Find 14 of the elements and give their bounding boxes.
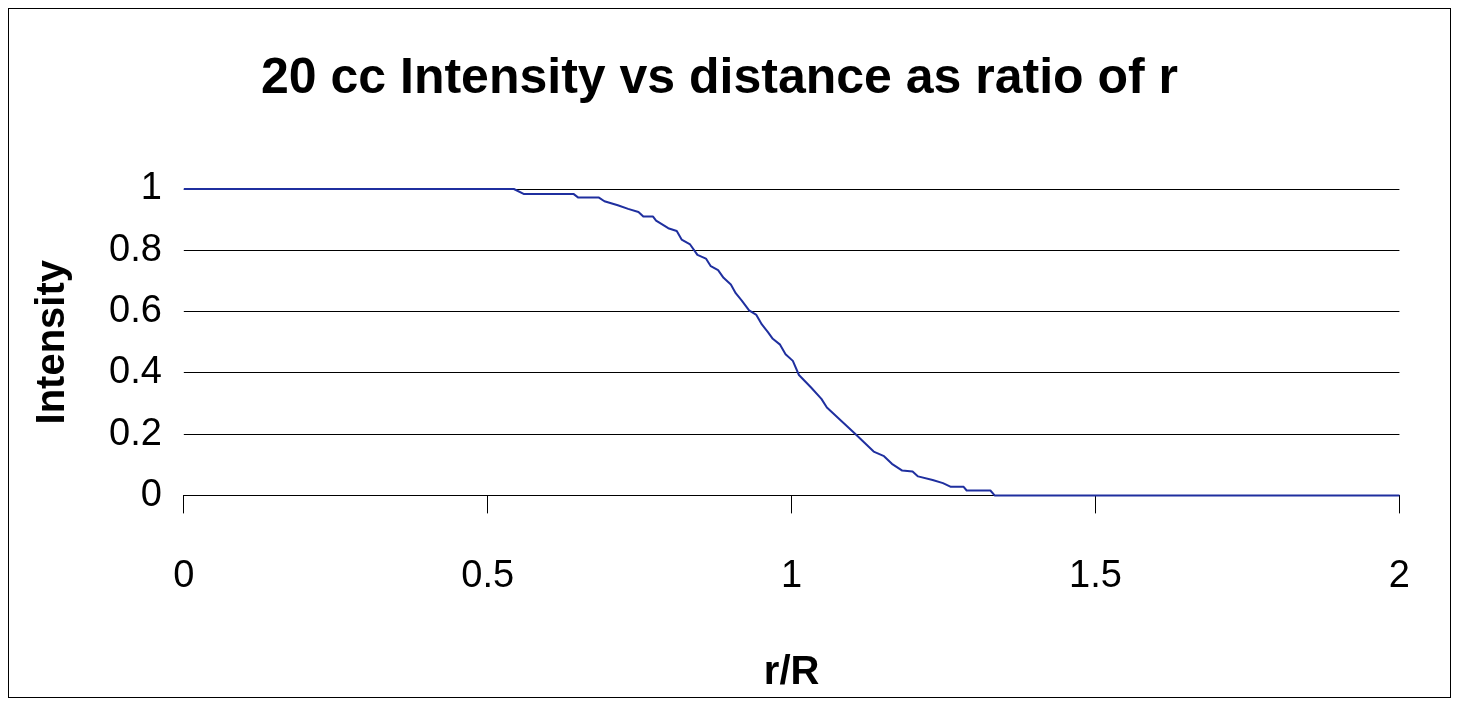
- y-tick-label: 0.4: [109, 349, 162, 392]
- y-tick-label: 0.2: [109, 410, 162, 453]
- chart-title: 20 cc Intensity vs distance as ratio of r: [260, 47, 1179, 104]
- x-tick-label: 0.5: [461, 552, 515, 595]
- y-tick-label: 0.8: [109, 226, 162, 269]
- x-tick-label: 1.5: [1069, 552, 1122, 595]
- x-tick-label: 2: [1388, 552, 1410, 595]
- x-tick-label: 1: [781, 552, 803, 595]
- y-tick-label: 1: [140, 165, 162, 208]
- y-axis-title: Intensity: [28, 259, 73, 425]
- x-tick-label: 0: [173, 552, 195, 595]
- y-tick-label: 0: [140, 471, 162, 514]
- y-tick-label: 0.6: [109, 288, 162, 331]
- x-axis-title: r/R: [763, 648, 820, 693]
